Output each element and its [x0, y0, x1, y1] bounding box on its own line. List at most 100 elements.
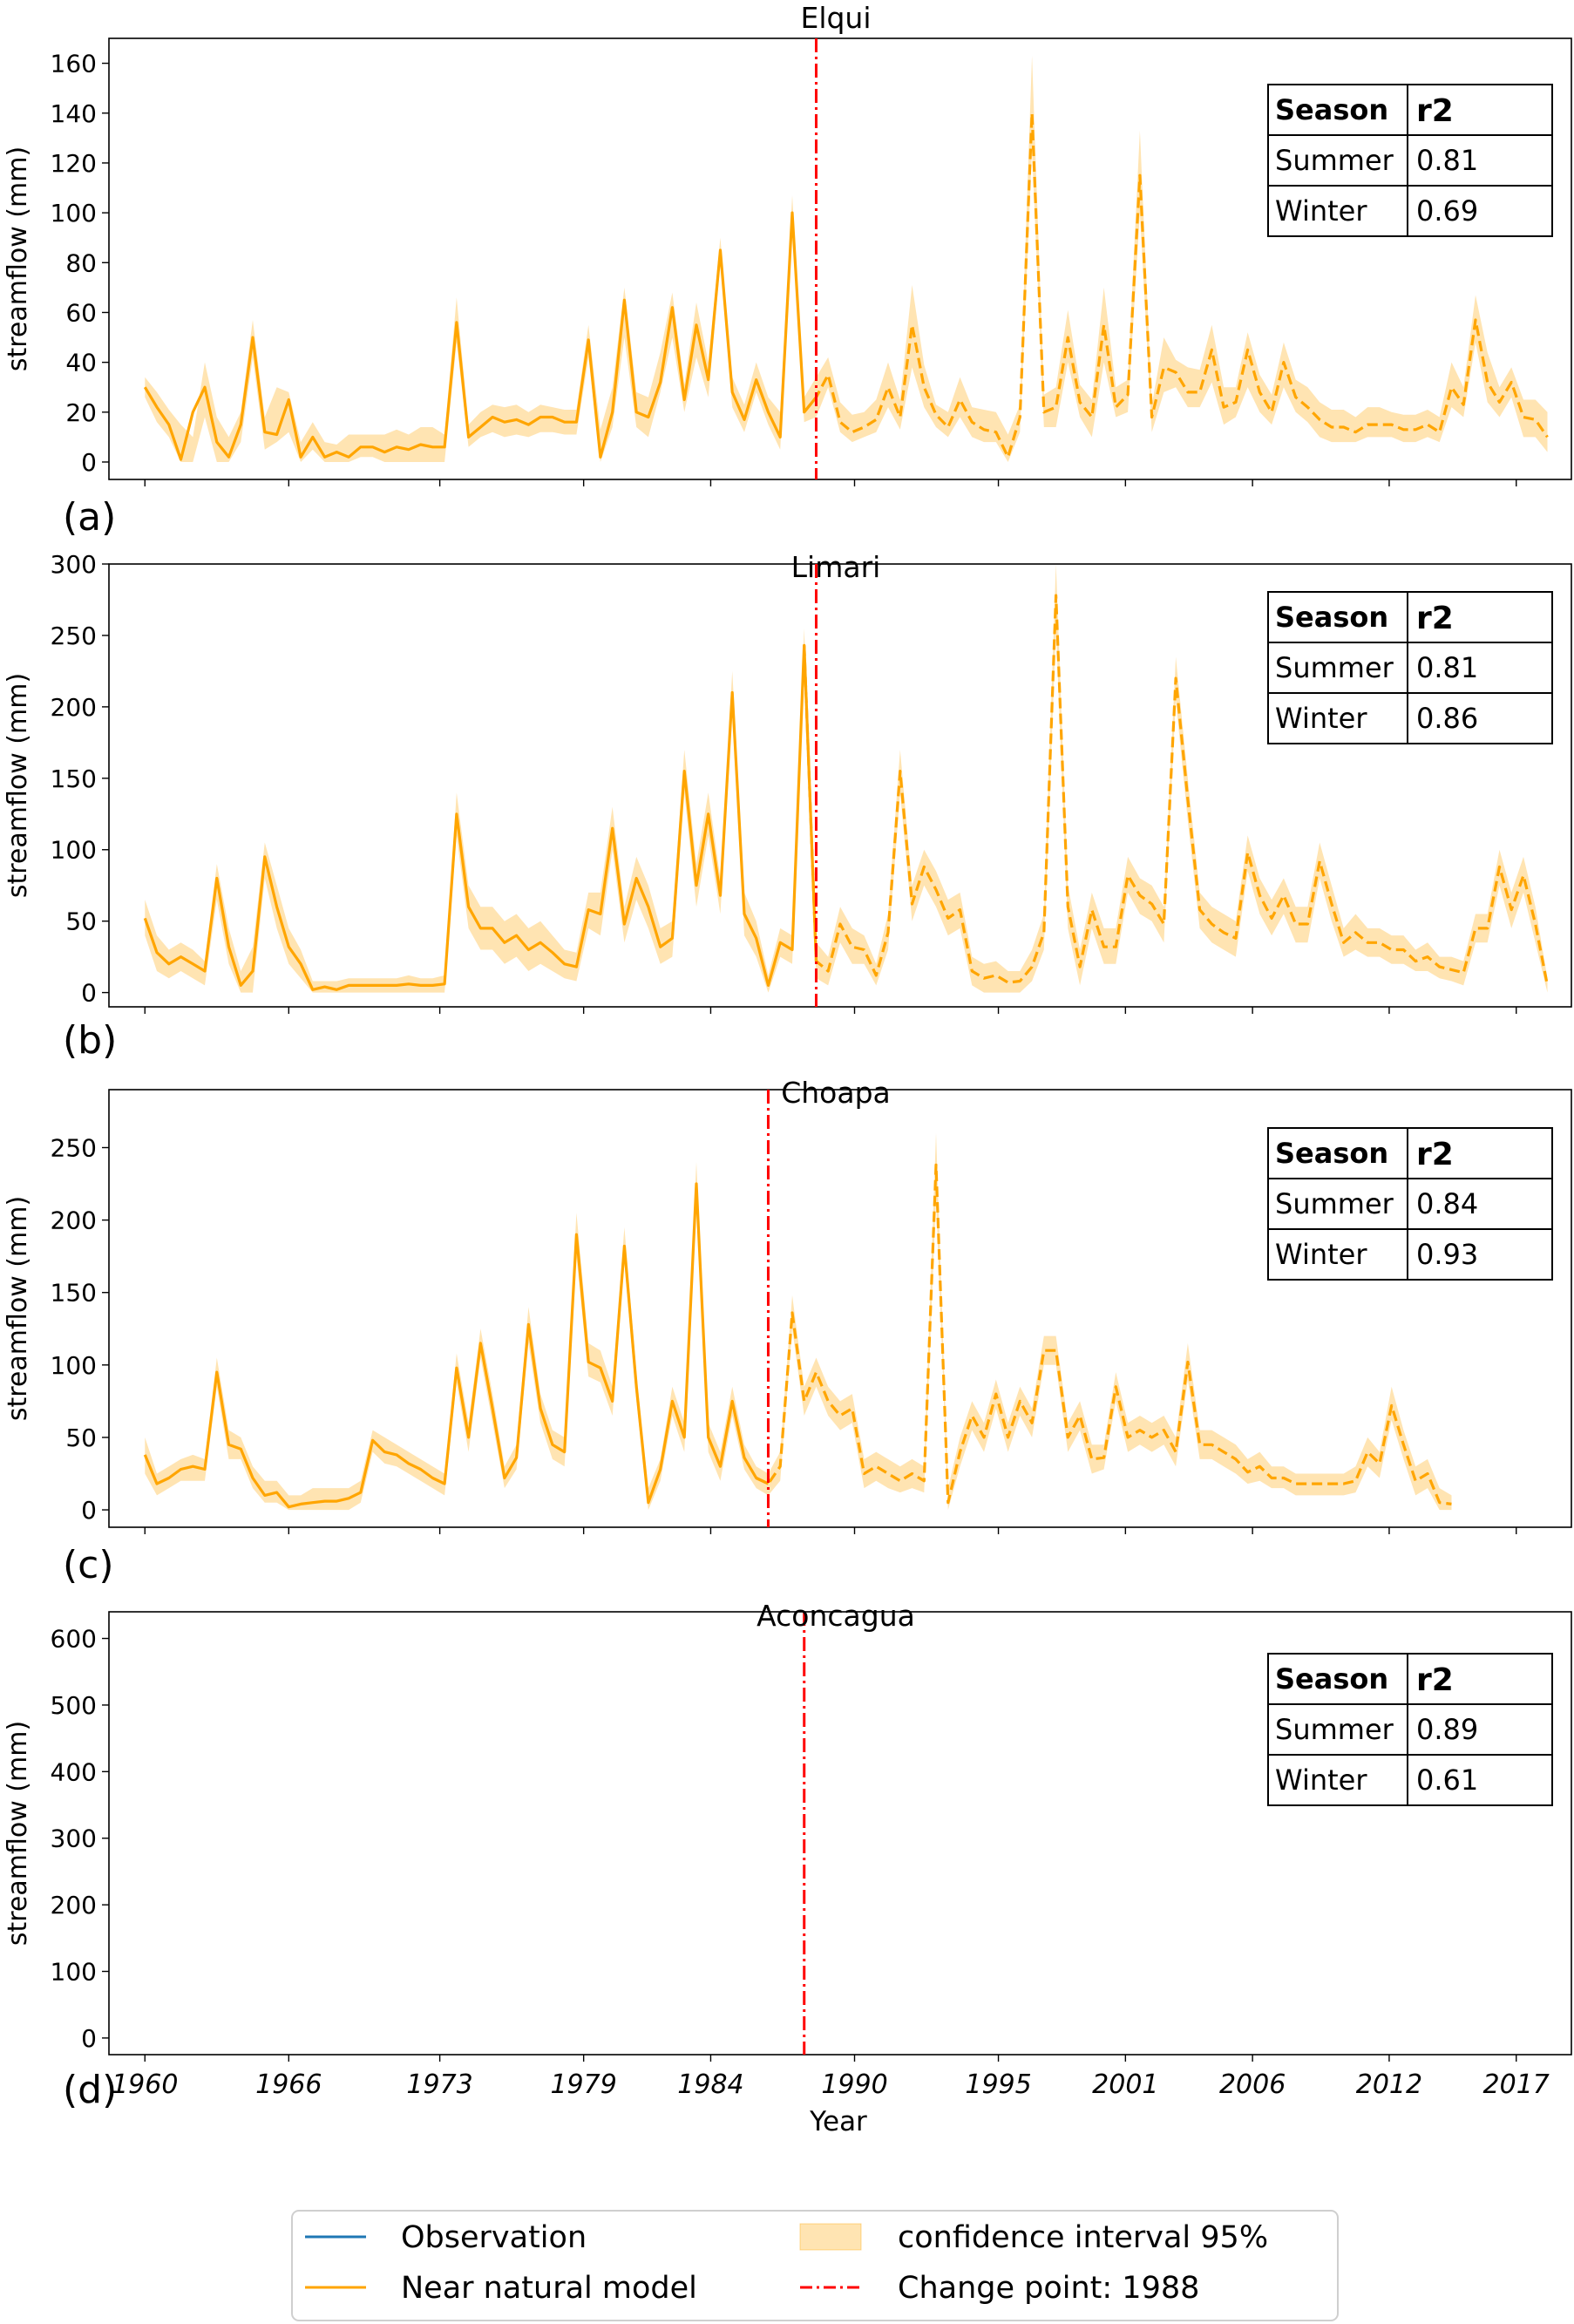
model-line-dashed — [803, 112, 1549, 459]
y-tick-label: 100 — [51, 836, 97, 865]
panel-title: Choapa — [781, 1076, 891, 1110]
panel-letter: (d) — [63, 2068, 117, 2112]
table-season-cell: Winter — [1275, 194, 1367, 228]
y-tick-label: 250 — [51, 1133, 97, 1162]
y-tick-label: 100 — [51, 1351, 97, 1380]
table-season-cell: Winter — [1275, 1238, 1367, 1271]
x-tick-label: 1990 — [821, 2069, 887, 2100]
y-tick-label: 50 — [65, 1424, 97, 1452]
table-r2-cell: 0.89 — [1416, 1713, 1478, 1746]
legend-change-point-label: Change point: 1988 — [898, 2271, 1199, 2306]
r2-table: Season r2 Summer 0.89 Winter 0.61 — [1267, 1653, 1553, 1806]
y-tick-label: 60 — [65, 298, 97, 327]
panel-title: Elqui — [800, 1, 871, 35]
y-tick-label: 250 — [51, 622, 97, 650]
panel-title: Aconcagua — [756, 1599, 915, 1633]
x-tick-label: 1995 — [965, 2069, 1031, 2100]
model-line-dashed — [756, 1163, 1452, 1505]
panel-letter: (c) — [63, 1543, 114, 1587]
table-season-cell: Summer — [1275, 651, 1394, 684]
y-tick-label: 150 — [51, 764, 97, 793]
panel-letter: (a) — [63, 495, 116, 540]
axes-frame — [108, 37, 1572, 480]
plot-area — [143, 564, 1550, 993]
table-header-r2: r2 — [1416, 1662, 1454, 1698]
r2-table: Season r2 Summer 0.84 Winter 0.93 — [1267, 1127, 1553, 1281]
legend-model-label: Near natural model — [401, 2271, 697, 2306]
y-tick-label: 120 — [51, 149, 97, 178]
table-header-season: Season — [1275, 601, 1388, 634]
plot-area — [143, 56, 1549, 462]
table-r2-cell: 0.81 — [1416, 144, 1478, 177]
y-tick-label: 200 — [51, 693, 97, 722]
confidence-band — [145, 56, 1548, 462]
x-tick-label: 2012 — [1356, 2069, 1422, 2100]
y-tick-label: 100 — [51, 199, 97, 228]
y-tick-label: 300 — [51, 550, 97, 579]
table-header-season: Season — [1275, 1137, 1388, 1170]
panel-letter: (b) — [63, 1018, 117, 1063]
x-tick-label: 2006 — [1219, 2069, 1286, 2100]
panel-elqui: 0 20 40 60 80 100 120 140 160 Elqui streamflow (mm… — [3, 1, 1572, 540]
y-axis-label: streamflow (mm) — [3, 1721, 33, 1946]
y-tick-label: 0 — [81, 979, 97, 1008]
table-header-r2: r2 — [1416, 93, 1454, 129]
y-tick-label: 0 — [81, 1496, 97, 1525]
table-season-cell: Winter — [1275, 1763, 1367, 1797]
panel-limari: 0 50 100 150 200 250 300 Limari streamflow (mm) (… — [3, 550, 1572, 1063]
y-tick-label: 100 — [51, 1958, 97, 1987]
axes-frame — [108, 1089, 1572, 1528]
confidence-band — [145, 1132, 1452, 1511]
table-header-season: Season — [1275, 93, 1388, 126]
table-season-cell: Winter — [1275, 702, 1367, 735]
table-r2-cell: 0.61 — [1416, 1763, 1478, 1797]
y-tick-label: 600 — [51, 1625, 97, 1654]
model-line-dashed — [803, 594, 1550, 986]
confidence-band — [145, 564, 1548, 993]
table-header-season: Season — [1275, 1662, 1388, 1695]
y-tick-label: 140 — [51, 99, 97, 128]
table-r2-cell: 0.81 — [1416, 651, 1478, 684]
y-tick-label: 40 — [65, 349, 97, 377]
y-tick-label: 200 — [51, 1206, 97, 1235]
model-line — [143, 1182, 770, 1509]
y-tick-label: 500 — [51, 1691, 97, 1720]
x-axis-label: Year — [809, 2106, 867, 2137]
x-tick-label: 2001 — [1092, 2069, 1158, 2100]
x-tick-label: 1973 — [406, 2069, 472, 2100]
table-season-cell: Summer — [1275, 1187, 1394, 1220]
table-r2-cell: 0.84 — [1416, 1187, 1478, 1220]
r2-table: Season r2 Summer 0.81 Winter 0.69 — [1267, 84, 1553, 237]
table-header-r2: r2 — [1416, 601, 1454, 636]
panel-aconcagua: 0 100 200 300 400 500 600 1960 1966 1973 1979 1984 1… — [3, 1599, 1572, 2112]
y-axis-label: streamflow (mm) — [3, 673, 33, 898]
y-tick-label: 200 — [51, 1891, 97, 1920]
x-tick-label: 1979 — [550, 2069, 616, 2100]
table-season-cell: Summer — [1275, 1713, 1394, 1746]
panel-title: Limari — [791, 550, 881, 584]
axes-frame — [108, 563, 1572, 1008]
table-header-r2: r2 — [1416, 1137, 1454, 1172]
model-line — [143, 211, 818, 461]
x-tick-label: 2017 — [1483, 2069, 1550, 2100]
y-axis-label: streamflow (mm) — [3, 146, 33, 371]
y-tick-label: 0 — [81, 448, 97, 477]
plot-area — [143, 1132, 1452, 1511]
y-tick-label: 150 — [51, 1279, 97, 1308]
legend: Observation Near natural model confidence … — [291, 2210, 1339, 2321]
x-tick-label: 1960 — [112, 2069, 178, 2100]
y-tick-label: 20 — [65, 398, 97, 427]
panel-choapa: 0 50 100 150 200 250 Choapa streamflow (mm) (c) S… — [3, 1076, 1572, 1587]
y-tick-label: 0 — [81, 2024, 97, 2053]
x-tick-label: 1984 — [677, 2069, 743, 2100]
r2-table: Season r2 Summer 0.81 Winter 0.86 — [1267, 591, 1553, 744]
table-season-cell: Summer — [1275, 144, 1394, 177]
table-r2-cell: 0.93 — [1416, 1238, 1478, 1271]
legend-ci-label: confidence interval 95% — [898, 2220, 1268, 2255]
y-tick-label: 50 — [65, 907, 97, 936]
y-axis-label: streamflow (mm) — [3, 1196, 33, 1421]
y-tick-label: 300 — [51, 1825, 97, 1853]
table-r2-cell: 0.69 — [1416, 194, 1478, 228]
y-tick-label: 80 — [65, 248, 97, 277]
